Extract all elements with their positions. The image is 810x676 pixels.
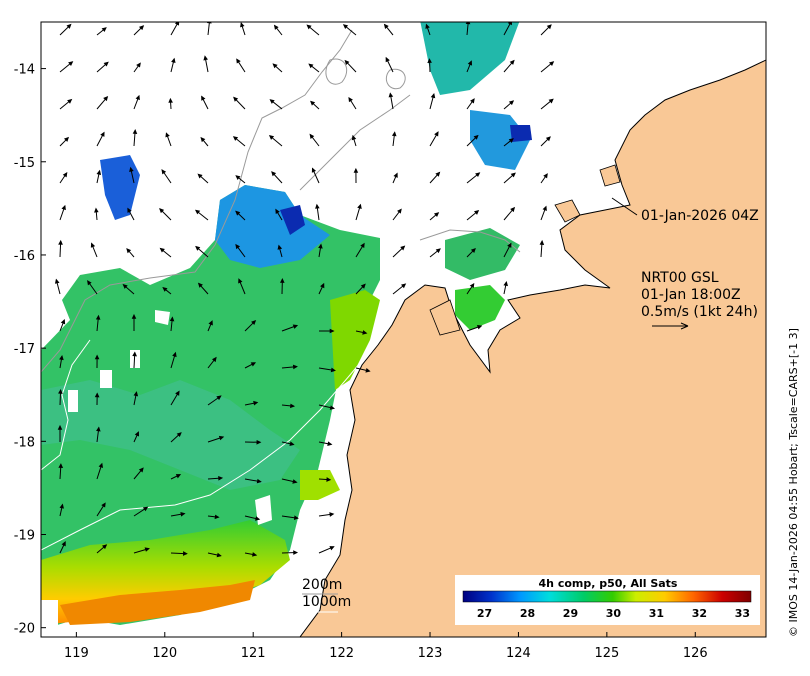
- lat-tick-label: -17: [14, 342, 35, 357]
- colorbar-tick-label: 32: [692, 607, 707, 620]
- lon-tick-label: 122: [329, 646, 354, 661]
- colorbar-title: 4h comp, p50, All Sats: [539, 577, 678, 590]
- colorbar-tick-label: 28: [520, 607, 535, 620]
- lon-tick-label: 125: [594, 646, 619, 661]
- lon-tick-label: 123: [418, 646, 443, 661]
- current-product-label: NRT00 GSL: [641, 270, 719, 286]
- colorbar-tick-label: 31: [649, 607, 664, 620]
- current-scale-label: 0.5m/s (1kt 24h): [641, 304, 758, 320]
- lon-tick-label: 121: [241, 646, 266, 661]
- colorbar-tick-label: 30: [606, 607, 622, 620]
- lon-tick-label: 120: [152, 646, 177, 661]
- lon-tick-label: 119: [64, 646, 89, 661]
- colorbar-gradient: [463, 591, 751, 602]
- time-label: 01-Jan-2026 04Z: [641, 208, 759, 224]
- lat-tick-label: -20: [14, 622, 35, 637]
- lon-tick-label: 124: [506, 646, 531, 661]
- legend-1000m-label: 1000m: [302, 594, 351, 610]
- credit-text: © IMOS 14-Jan-2026 04:55 Hobart; Tscale=…: [787, 328, 800, 637]
- current-time-label: 01-Jan 18:00Z: [641, 287, 741, 303]
- colorbar-tick-label: 29: [563, 607, 578, 620]
- lat-tick-label: -16: [14, 249, 35, 264]
- lat-tick-label: -18: [14, 435, 35, 450]
- lat-tick-label: -19: [14, 529, 35, 544]
- colorbar-tick-label: 33: [735, 607, 750, 620]
- colorbar-tick-label: 27: [477, 607, 492, 620]
- lat-tick-label: -15: [14, 156, 35, 171]
- legend-200m-label: 200m: [302, 577, 342, 593]
- lat-tick-label: -14: [14, 63, 35, 78]
- lon-tick-label: 126: [683, 646, 708, 661]
